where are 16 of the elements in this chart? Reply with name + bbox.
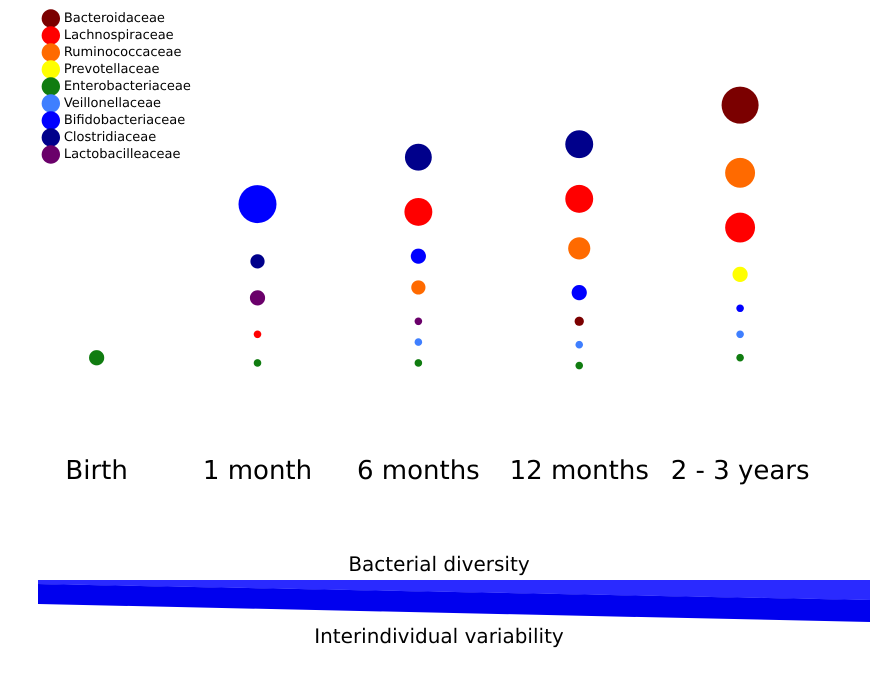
legend-label: Ruminococcaceae bbox=[64, 44, 182, 60]
x-tick-label: 1 month bbox=[202, 456, 312, 486]
legend-label: Lactobacilleaceae bbox=[64, 146, 181, 162]
legend-label: Lachnospiraceae bbox=[64, 28, 174, 43]
x-tick-label: 6 months bbox=[356, 456, 480, 486]
legend-label: Prevotellaceae bbox=[64, 62, 160, 77]
text: Bacterial diversity bbox=[347, 552, 531, 576]
legend-label: Bifidobacteriaceae bbox=[64, 112, 186, 128]
x-tick-label: 2 - 3 years bbox=[670, 456, 810, 486]
legend-label: Veillonellaceae bbox=[64, 96, 162, 111]
legend-label: Enterobacteriaceae bbox=[64, 78, 191, 94]
legend-label: Bacteroidaceae bbox=[64, 10, 165, 26]
x-tick-label: Birth bbox=[65, 456, 128, 486]
x-tick-label: 12 months bbox=[510, 456, 649, 486]
legend-label: Clostridiaceae bbox=[64, 130, 156, 145]
text: Interindividual variability bbox=[313, 624, 565, 648]
